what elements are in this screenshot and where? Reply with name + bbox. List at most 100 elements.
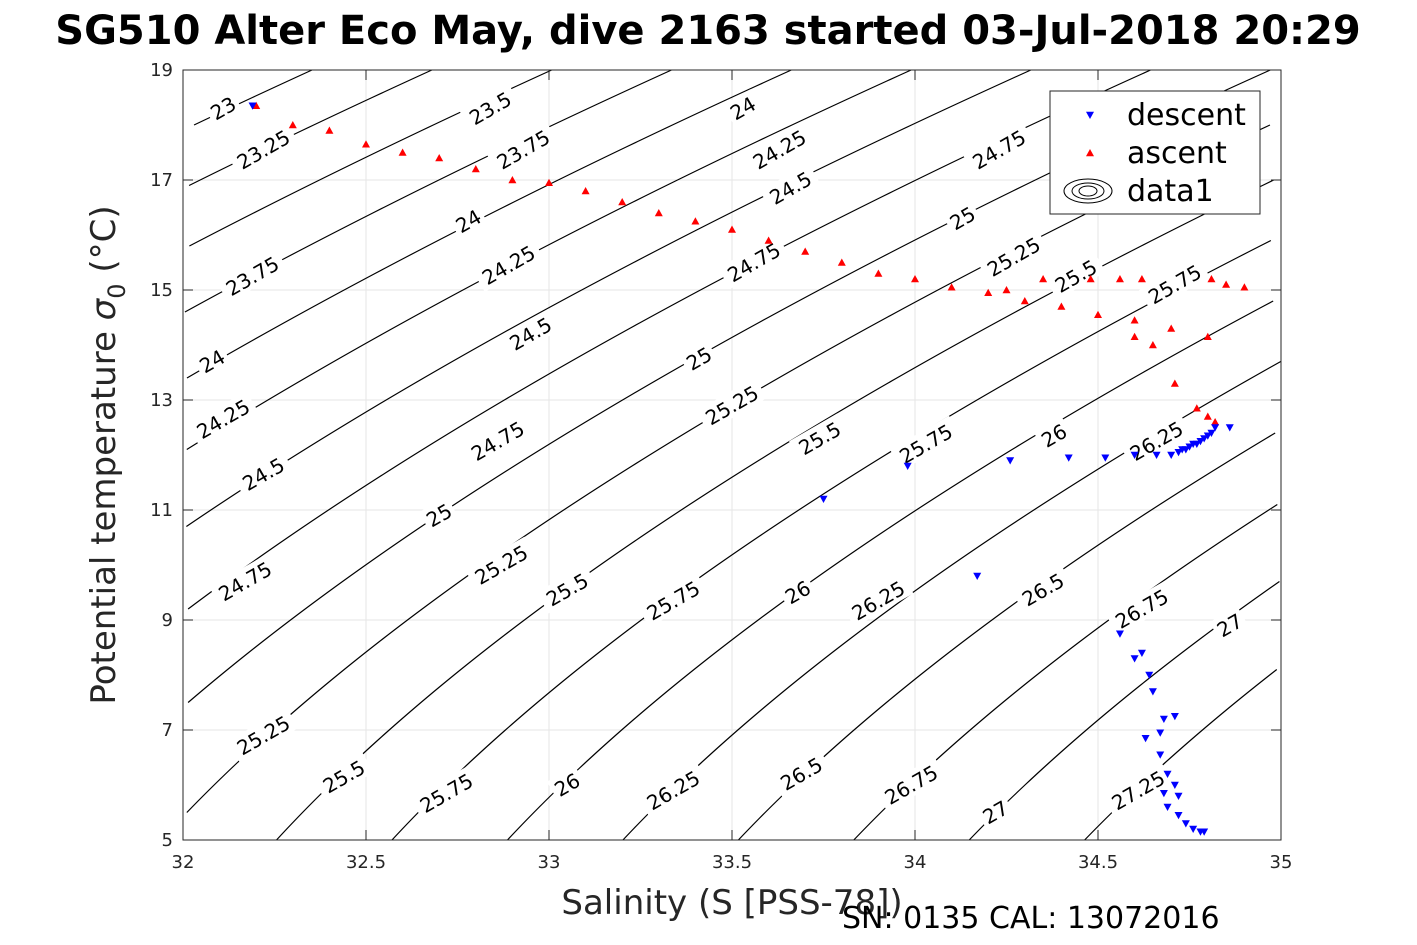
contour-label-halo: [1033, 416, 1074, 454]
ascent-point: [728, 225, 736, 233]
y-axis: 5 7 9 11 13 15 17 19: [150, 60, 1281, 851]
contour-label-halo: [1102, 762, 1174, 818]
descent-point: [1141, 735, 1150, 743]
descent-point: [1211, 424, 1220, 432]
legend-label: descent: [1127, 98, 1246, 133]
contour-label-halo: [678, 339, 719, 377]
contour-label-halo: [410, 765, 482, 820]
ascent-point: [545, 178, 553, 186]
ascent-point: [581, 187, 590, 195]
contour-label-halo: [942, 199, 982, 237]
y-tick-label: 7: [162, 720, 173, 741]
contour-label-halo: [722, 89, 763, 127]
descent-point: [1167, 451, 1176, 459]
descent-point: [973, 572, 982, 580]
x-axis: 32 32.5 33 33.5 34 34.5 35: [172, 70, 1292, 873]
ascent-series: [252, 101, 1249, 426]
legend-contour-icon: [1071, 182, 1105, 200]
descent-point: [1163, 770, 1172, 778]
descent-point: [1163, 803, 1172, 811]
x-tick-label: 32: [172, 852, 195, 873]
contour-label-halo: [1209, 606, 1250, 644]
contour-label-halo: [487, 121, 559, 177]
ascent-point: [435, 154, 444, 162]
x-tick-label: 33: [538, 852, 561, 873]
ascent-point: [1002, 286, 1011, 294]
contour-label-halo: [232, 449, 294, 498]
ascent-point: [874, 269, 883, 277]
descent-point: [1170, 781, 1179, 789]
descent-point: [1207, 429, 1216, 437]
y-tick-label: 19: [150, 60, 173, 81]
ascent-point: [1039, 275, 1048, 283]
ascent-point: [1094, 310, 1102, 318]
contour-label-halo: [472, 237, 544, 292]
x-tick-label: 32.5: [346, 852, 386, 873]
contour-line: [507, 300, 1274, 841]
descent-point: [1101, 454, 1110, 462]
descent-point: [248, 102, 257, 110]
contour-label-halo: [637, 572, 709, 628]
contour-label-halo: [1012, 564, 1073, 614]
legend-box: [1049, 90, 1261, 215]
descent-point: [1181, 446, 1190, 454]
contour-label-halo: [963, 121, 1035, 177]
legend-label: data1: [1127, 174, 1214, 209]
contour-label-halo: [418, 496, 459, 534]
ascent-point: [398, 148, 407, 156]
contour-label-halo: [202, 89, 243, 127]
descent-point: [1064, 454, 1073, 462]
descent-point: [1156, 729, 1165, 737]
descent-point: [1192, 440, 1201, 448]
x-tick-label: 33.5: [712, 852, 752, 873]
ascent-point: [288, 121, 297, 129]
descent-point: [1196, 438, 1205, 446]
ascent-point: [801, 247, 810, 255]
descent-point: [1170, 713, 1179, 721]
contour-label-halo: [696, 377, 767, 433]
ascent-point: [764, 236, 773, 244]
ascent-point: [1203, 412, 1212, 420]
descent-point: [1006, 457, 1015, 465]
ascent-point: [691, 217, 700, 225]
contour-line: [187, 69, 1271, 703]
contour-label-halo: [536, 564, 598, 614]
ascent-point: [471, 165, 480, 173]
descent-point: [1185, 443, 1194, 451]
y-axis-label-symbol: σ: [84, 297, 124, 320]
contour-label-halo: [448, 202, 488, 239]
ascent-point: [1020, 297, 1029, 305]
contour-label-halo: [459, 83, 521, 133]
descent-point: [1200, 828, 1209, 836]
contour-label-halo: [789, 413, 850, 463]
x-tick-label: 34.5: [1078, 852, 1118, 873]
contour-label-halo: [499, 308, 561, 358]
contour-label-halo: [1138, 256, 1210, 312]
descent-point: [1130, 655, 1139, 663]
descent-point: [1115, 630, 1124, 638]
descent-point: [1148, 688, 1157, 696]
y-axis-label-unit: (°C): [84, 205, 124, 283]
contour-label-halo: [977, 228, 1049, 284]
descent-point: [1159, 790, 1168, 798]
descent-point: [1156, 751, 1165, 759]
contour-label-halo: [743, 121, 815, 177]
ascent-point: [252, 101, 261, 109]
descent-point: [1174, 449, 1183, 457]
y-tick-label: 5: [162, 830, 173, 851]
descent-point: [1174, 812, 1183, 820]
ascent-point: [1167, 324, 1176, 332]
contour-label-halo: [465, 536, 537, 592]
contour-label-halo: [1045, 251, 1106, 300]
contour-label-halo: [975, 793, 1015, 831]
contour-label-halo: [890, 415, 961, 471]
ascent-point: [1130, 332, 1139, 340]
descent-point: [1200, 435, 1209, 443]
contour-label-halo: [191, 342, 232, 380]
ascent-point: [1203, 332, 1212, 340]
contour-label-halo: [209, 553, 281, 609]
contour-label-halo: [718, 234, 789, 290]
descent-point: [1203, 432, 1212, 440]
ascent-point: [1207, 275, 1216, 283]
